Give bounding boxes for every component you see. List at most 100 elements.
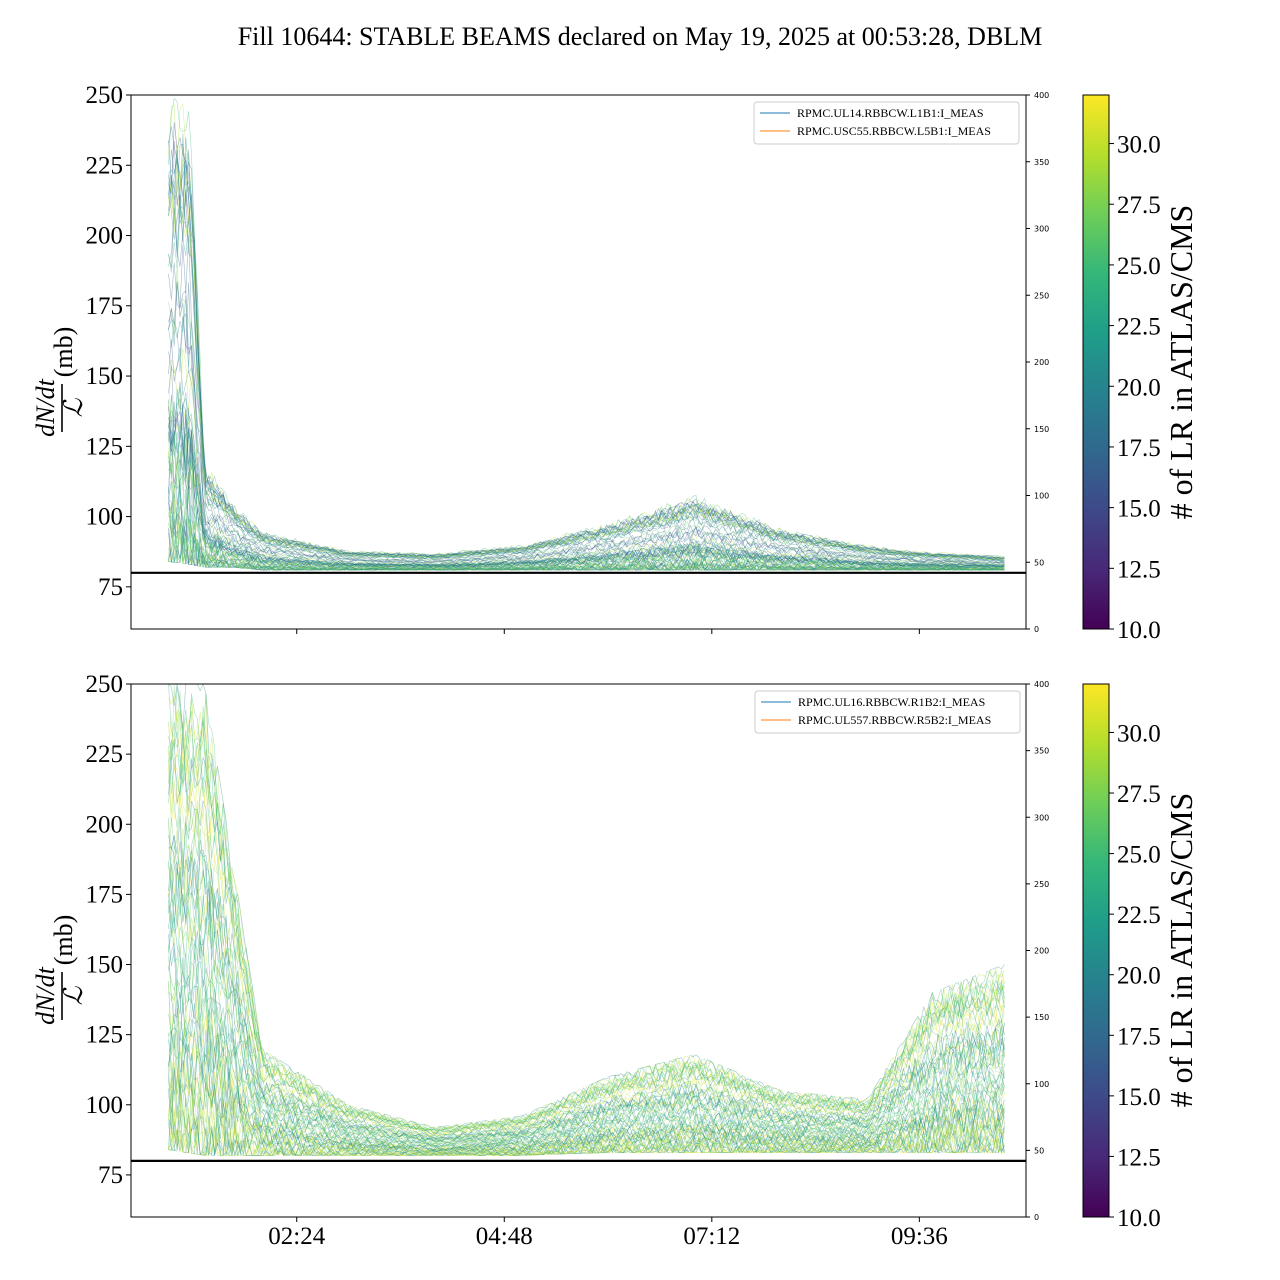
data-trace <box>168 1008 1005 1151</box>
data-trace <box>168 867 1005 1143</box>
data-trace <box>168 406 1005 568</box>
colorbar-tick-label: 17.5 <box>1117 435 1161 462</box>
data-trace <box>168 491 1005 571</box>
top-ylabel-unit: (mb) <box>49 327 78 378</box>
top-colorbar-bar <box>1082 94 1110 630</box>
data-trace <box>168 430 1005 569</box>
bottom-tick-label: 04:48 <box>476 1223 533 1250</box>
data-trace <box>168 760 1005 1137</box>
bottom-panel: 75 100 125 150 175 200 225 250 0 50 100 150 200 250 3… <box>31 671 1049 1250</box>
data-trace <box>168 917 1005 1145</box>
data-trace <box>168 170 1005 561</box>
data-trace <box>168 1069 1005 1156</box>
colorbar-tick-label: 20.0 <box>1117 963 1161 990</box>
top-legend-label-1: RPMC.UL14.RBBCW.L1B1:I_MEAS <box>797 106 984 120</box>
data-trace <box>168 406 1005 568</box>
right-tick-label: 300 <box>1034 813 1049 822</box>
data-trace <box>168 388 1005 568</box>
data-trace <box>168 97 1005 557</box>
colorbar-tick-label: 10.0 <box>1117 617 1161 644</box>
data-trace <box>168 1052 1005 1154</box>
data-trace <box>168 1107 1005 1157</box>
right-tick-label: 250 <box>1034 880 1049 889</box>
data-trace <box>168 159 1005 560</box>
left-tick-label: 200 <box>86 811 124 838</box>
data-trace <box>168 472 1005 570</box>
data-trace <box>168 417 1005 569</box>
data-trace <box>168 103 1005 558</box>
data-trace <box>168 684 1005 1130</box>
data-trace <box>168 381 1005 567</box>
data-trace <box>168 126 1005 559</box>
data-trace <box>168 160 1005 561</box>
data-trace <box>168 744 1005 1134</box>
data-trace <box>168 1073 1005 1155</box>
data-trace <box>168 1086 1005 1157</box>
data-trace <box>168 930 1005 1147</box>
data-trace <box>168 436 1005 569</box>
bottom-legend-label-2: RPMC.UL557.RBBCW.R5B2:I_MEAS <box>798 713 991 727</box>
right-tick-label: 50 <box>1034 558 1044 567</box>
data-trace <box>168 956 1005 1148</box>
data-trace <box>168 944 1005 1148</box>
data-trace <box>168 430 1005 569</box>
data-trace <box>168 816 1005 1140</box>
data-trace <box>168 480 1005 570</box>
bottom-tick-label: 09:36 <box>891 1223 948 1250</box>
data-trace <box>168 858 1005 1142</box>
data-trace <box>168 512 1005 571</box>
data-trace <box>168 431 1005 569</box>
data-trace <box>168 280 1005 564</box>
right-tick-label: 400 <box>1034 91 1049 100</box>
top-colorbar-ticks: 10.0 12.5 15.0 17.5 20.0 22.5 25.0 27.5 30.0 <box>1109 132 1161 644</box>
data-trace <box>168 1109 1005 1156</box>
data-trace <box>168 1085 1005 1157</box>
data-trace <box>168 512 1005 571</box>
top-colorbar: 10.0 12.5 15.0 17.5 20.0 22.5 25.0 27.5 30.0 # o… <box>1082 94 1199 644</box>
data-trace <box>168 800 1005 1139</box>
top-ylabel-denominator: ℒ <box>59 397 88 417</box>
data-trace <box>168 1110 1005 1156</box>
data-trace <box>168 1008 1005 1152</box>
data-trace <box>168 394 1005 567</box>
data-trace <box>168 1030 1005 1152</box>
data-trace <box>168 981 1005 1150</box>
colorbar-tick-label: 17.5 <box>1117 1023 1161 1050</box>
colorbar-tick-label: 15.0 <box>1117 1084 1161 1111</box>
data-trace <box>168 234 1005 562</box>
data-trace <box>168 695 1005 1128</box>
colorbar-tick-label: 22.5 <box>1117 314 1161 341</box>
data-trace <box>168 397 1005 568</box>
data-trace <box>168 860 1005 1143</box>
colorbar-tick-label: 15.0 <box>1117 496 1161 523</box>
data-trace <box>168 526 1005 571</box>
data-trace <box>168 733 1005 1135</box>
bottom-ylabel: dN/dt ℒ (mb) <box>31 915 88 1025</box>
top-right-axis: 0 50 100 150 200 250 300 350 400 <box>1026 91 1049 634</box>
left-tick-label: 125 <box>86 1022 124 1049</box>
data-trace <box>168 499 1005 571</box>
data-trace <box>168 1036 1005 1153</box>
bottom-tick-label: 02:24 <box>268 1223 325 1250</box>
data-trace <box>168 418 1005 569</box>
left-tick-label: 100 <box>86 504 124 531</box>
data-trace <box>168 1107 1005 1156</box>
data-trace <box>168 121 1005 560</box>
bottom-colorbar-ticks: 10.0 12.5 15.0 17.5 20.0 22.5 25.0 27.5 30.0 <box>1109 720 1161 1232</box>
data-trace <box>168 514 1005 571</box>
data-trace <box>168 528 1005 571</box>
data-trace <box>168 408 1005 568</box>
data-trace <box>168 684 1005 1132</box>
data-trace <box>168 943 1005 1148</box>
colorbar-tick-label: 30.0 <box>1117 132 1161 159</box>
left-tick-label: 175 <box>86 293 124 320</box>
data-trace <box>168 471 1005 571</box>
left-tick-label: 75 <box>98 574 123 601</box>
data-trace <box>168 979 1005 1148</box>
data-trace <box>168 851 1005 1141</box>
data-trace <box>168 748 1005 1136</box>
data-trace <box>168 137 1005 560</box>
data-trace <box>168 521 1005 571</box>
data-trace <box>168 1115 1005 1157</box>
data-trace <box>168 904 1005 1145</box>
